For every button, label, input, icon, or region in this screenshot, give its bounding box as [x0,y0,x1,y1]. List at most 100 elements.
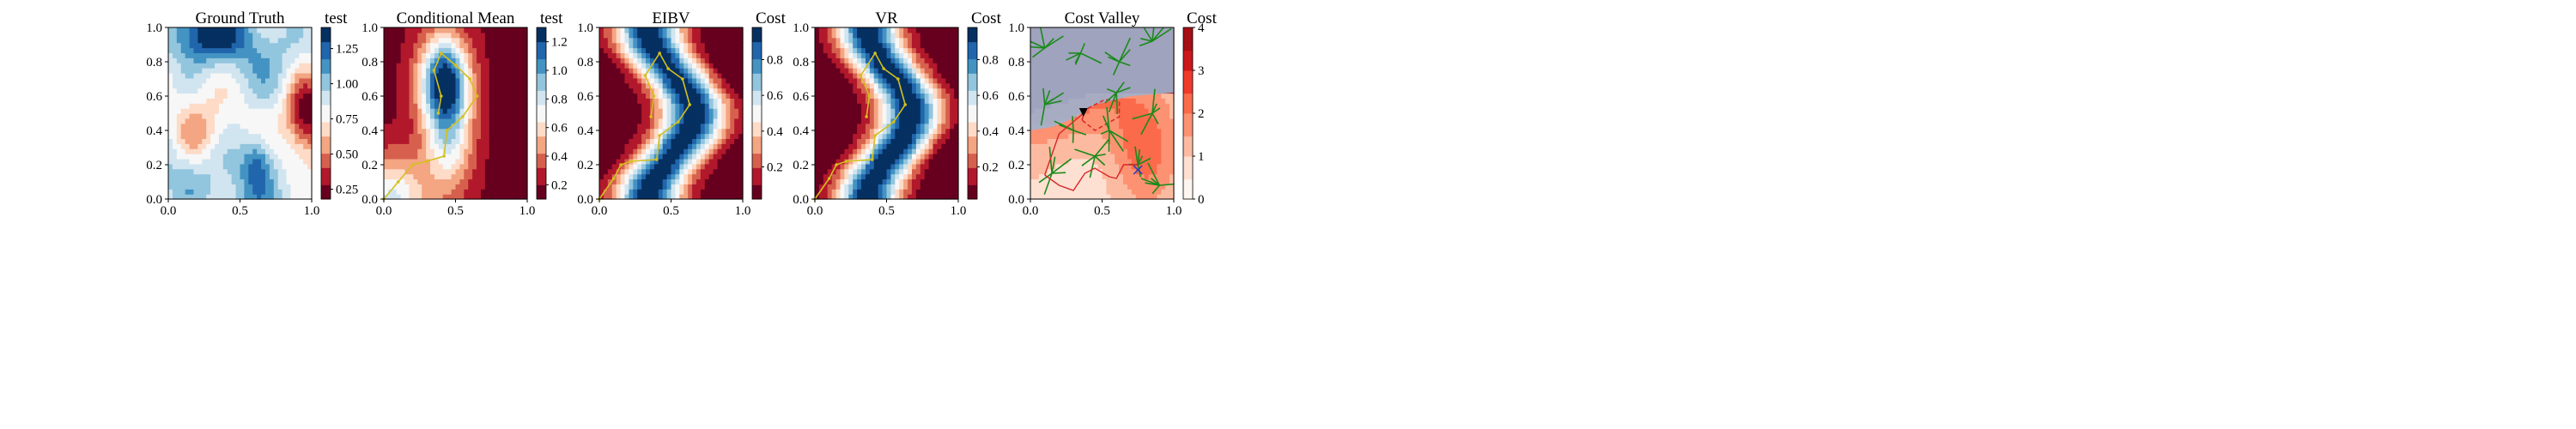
heatmap-cell [227,163,233,170]
heatmap-cell [231,108,237,114]
heatmap-cell [451,173,457,180]
heatmap-cell [848,168,854,175]
heatmap-cell [409,154,414,160]
heatmap-cell [286,118,292,124]
heatmap-cell [671,173,677,180]
heatmap-cell [451,194,457,200]
heatmap-cell [459,138,465,144]
panel-title: VR [875,9,898,27]
heatmap-cell [924,108,930,114]
heatmap-cell [392,163,398,170]
heatmap-cell [290,82,295,89]
heatmap-cell [290,72,295,79]
heatmap-cell [950,88,955,94]
heatmap-cell [484,143,490,149]
heatmap-cell [185,103,191,109]
heatmap-cell [273,194,279,200]
heatmap-cell [202,168,207,175]
heatmap-cell [244,57,249,63]
heatmap-cell [493,123,499,130]
heatmap-cell [290,63,295,69]
heatmap-cell [933,52,939,58]
path-point [871,158,874,161]
heatmap-cell [510,189,515,195]
heatmap-cell [222,93,228,99]
heatmap-cell [844,108,849,114]
heatmap-cell [903,158,908,165]
heatmap-cell [514,52,519,58]
heatmap-cell [257,63,262,69]
heatmap-cell [409,158,414,165]
heatmap-cell [700,118,706,124]
heatmap-cell [620,189,626,195]
heatmap-cell [717,143,723,149]
heatmap-cell [831,184,837,190]
heatmap-cell [189,82,195,89]
heatmap-cell [489,32,495,39]
heatmap-cell [679,47,684,54]
path-point [867,94,872,98]
heatmap-cell [815,57,820,63]
heatmap-cell [396,158,402,165]
heatmap-cell [409,68,414,74]
heatmap-cell [489,72,495,79]
heatmap-cell [430,93,435,99]
heatmap-cell [908,128,913,135]
heatmap-cell [886,82,892,89]
heatmap-cell [506,154,511,160]
heatmap-cell [277,194,283,200]
heatmap-cell [717,93,723,99]
heatmap-cell [286,128,292,135]
heatmap-cell [434,168,440,175]
heatmap-cell [202,77,207,84]
heatmap-cell [438,37,444,44]
heatmap-cell [215,68,220,74]
heatmap-cell [459,148,465,154]
heatmap-cell [708,42,714,49]
heatmap-cell [658,154,664,160]
heatmap-cell [950,27,955,33]
heatmap-cell [708,123,714,130]
heatmap-cell [277,184,283,190]
heatmap-cell [928,32,934,39]
heatmap-cell [295,72,300,79]
heatmap-cell [717,32,723,39]
heatmap-cell [227,138,233,144]
heatmap-cell [599,118,605,124]
heatmap-cell [215,189,220,195]
heatmap-cell [438,173,444,180]
heatmap-cell [464,138,469,144]
heatmap-cell [831,118,837,124]
heatmap-cell [264,52,270,58]
heatmap-cell [915,32,921,39]
heatmap-cell [692,138,697,144]
heatmap-cell [442,123,448,130]
heatmap-cell [206,158,211,165]
heatmap-cell [193,158,198,165]
heatmap-cell [497,143,503,149]
heatmap-cell [206,184,211,190]
heatmap-cell [400,128,406,135]
heatmap-cell [853,77,858,84]
heatmap-cell [890,52,896,58]
heatmap-cell [633,77,638,84]
heatmap-cell [387,103,393,109]
heatmap-cell [700,123,706,130]
heatmap-cell [683,63,689,69]
heatmap-cell [873,189,879,195]
heatmap-cell [649,143,655,149]
heatmap-cell [523,163,528,170]
colorbar-segment [752,45,762,48]
heatmap-cell [252,178,258,184]
heatmap-cell [649,148,655,154]
heatmap-cell [392,57,398,63]
heatmap-cell [197,163,203,170]
heatmap-cell [886,118,892,124]
heatmap-cell [307,47,313,54]
heatmap-cell [506,88,511,94]
heatmap-cell [455,154,461,160]
heatmap-cell [422,88,427,94]
heatmap-cell [865,168,871,175]
heatmap-cell [417,123,422,130]
heatmap-cell [853,133,858,140]
